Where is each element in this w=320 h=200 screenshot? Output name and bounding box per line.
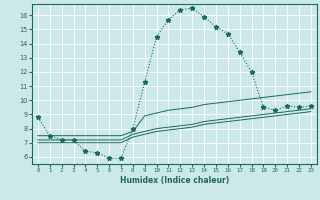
X-axis label: Humidex (Indice chaleur): Humidex (Indice chaleur) [120,176,229,185]
